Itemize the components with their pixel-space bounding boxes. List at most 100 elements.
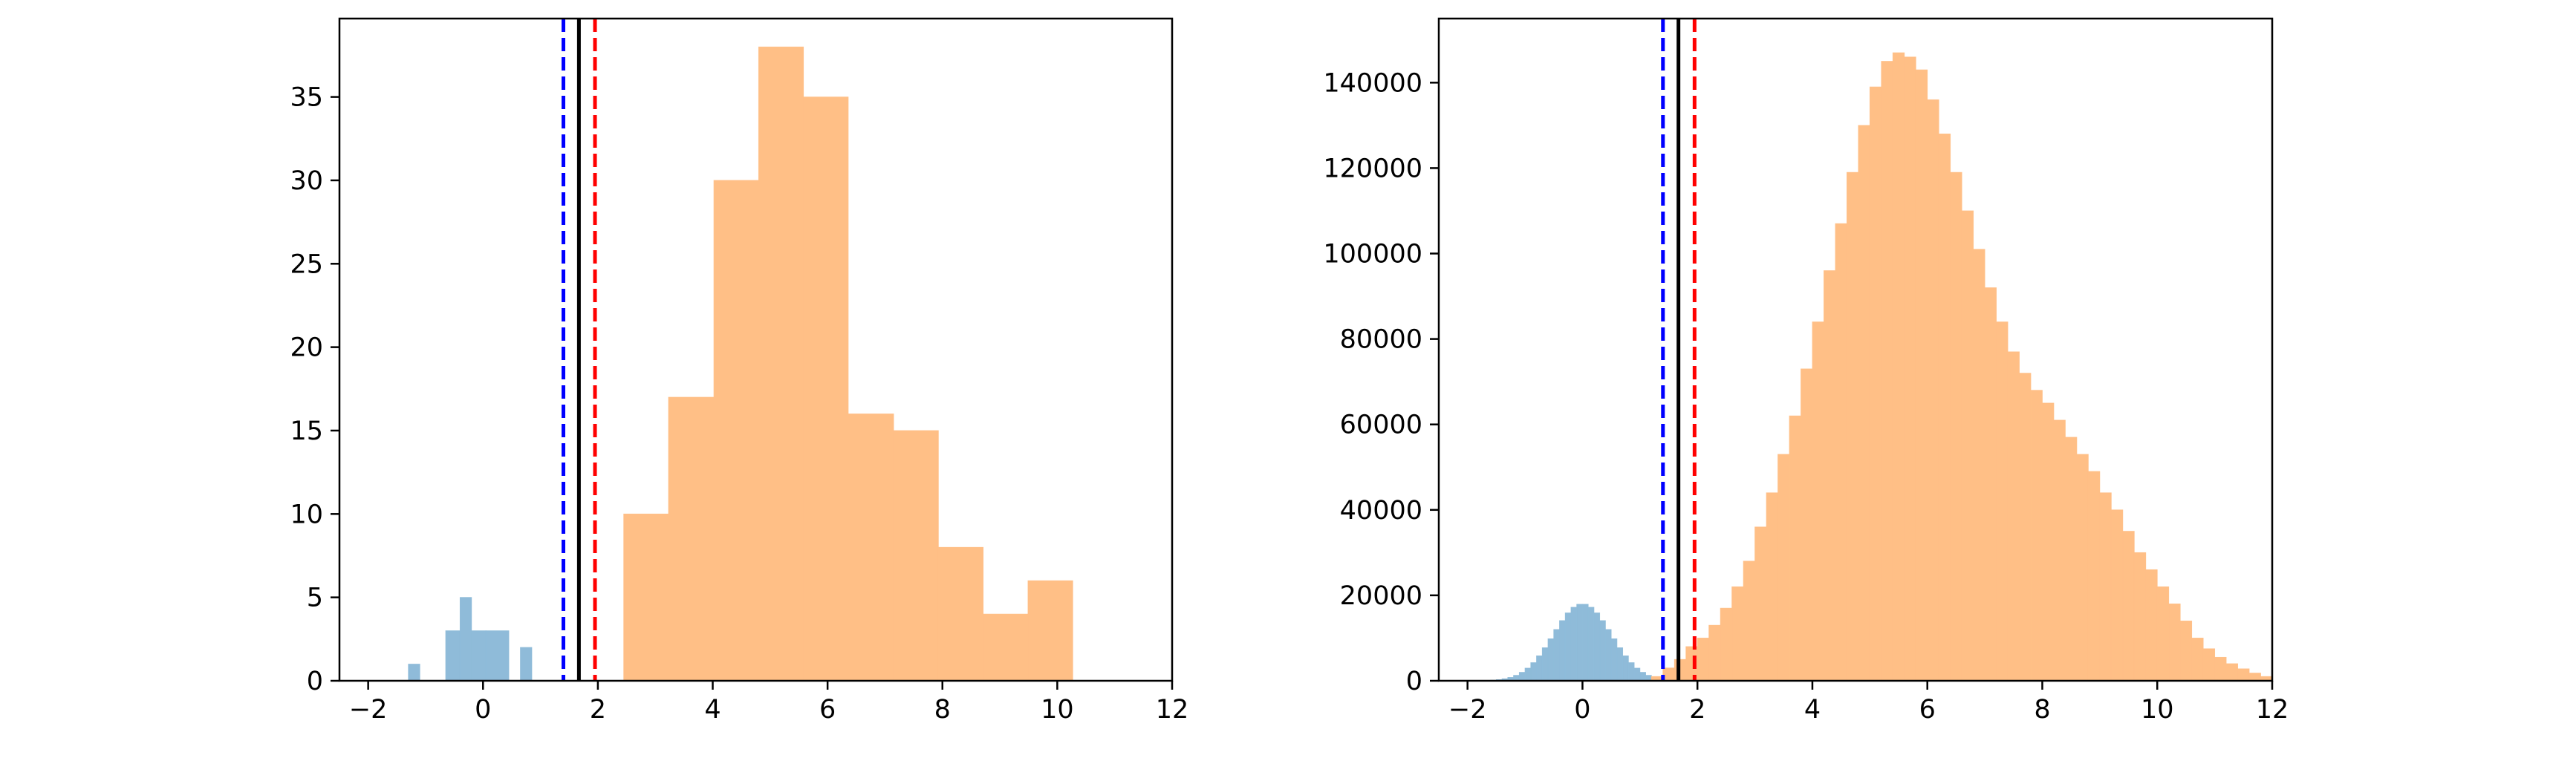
- histogram-bar: [1812, 321, 1824, 682]
- x-tick-label: 4: [1804, 695, 1821, 725]
- histogram-bar: [803, 97, 849, 682]
- histogram-panel-left: −2 0 2 4 6 8 10 12 0 5 10 15 20 25 30 35: [290, 17, 1189, 725]
- histogram-bar: [1743, 561, 1755, 682]
- histogram-bar: [1996, 321, 2009, 682]
- histogram-bar: [2065, 437, 2078, 682]
- y-tick-label: 100000: [1323, 240, 1422, 269]
- y-tick-label: 5: [307, 584, 323, 613]
- x-tick-label: 12: [1156, 695, 1189, 725]
- histogram-bar: [713, 180, 759, 682]
- histogram-bar: [1915, 69, 1928, 682]
- histogram-bar: [520, 647, 533, 682]
- histogram-bar: [1536, 655, 1543, 682]
- histogram-bar: [1518, 672, 1526, 682]
- histogram-bar: [983, 613, 1029, 682]
- histogram-bar: [1604, 629, 1612, 682]
- histogram-bar: [1984, 287, 1997, 682]
- y-tick-label: 0: [1406, 667, 1422, 696]
- y-tick-label: 25: [290, 249, 323, 279]
- histogram-bar: [1789, 415, 1801, 682]
- y-tick-label: 20000: [1340, 581, 1422, 611]
- histogram-bar: [1541, 647, 1549, 682]
- histogram-series-0: [408, 597, 533, 682]
- histogram-bar: [1524, 667, 1532, 682]
- y-tick-label: 140000: [1323, 68, 1422, 98]
- histogram-bar: [1754, 526, 1767, 682]
- y-tick-label: 60000: [1340, 411, 1422, 440]
- y-tick-label: 120000: [1323, 154, 1422, 183]
- histogram-bar: [937, 546, 984, 682]
- axes-frame: [1437, 17, 2274, 682]
- histogram-bar: [1973, 249, 1985, 682]
- histogram-bar: [1720, 607, 1733, 682]
- histogram-bar: [2122, 531, 2135, 682]
- histogram-bar: [1904, 56, 1916, 682]
- histogram-bar: [1708, 624, 1721, 682]
- y-tick-label: 80000: [1340, 325, 1422, 355]
- histogram-bar: [459, 597, 472, 682]
- histogram-bar: [1547, 638, 1555, 682]
- x-tick-label: 6: [819, 695, 836, 725]
- histogram-bar: [2214, 656, 2227, 682]
- x-tick-label: −2: [1448, 695, 1487, 725]
- histogram-bar: [2110, 509, 2124, 682]
- histogram-bar: [1616, 647, 1624, 682]
- histogram-bar: [2248, 673, 2261, 682]
- histogram-bar: [1627, 662, 1635, 682]
- histogram-bar: [1622, 655, 1629, 682]
- y-tick-label: 10: [290, 500, 323, 529]
- histogram-bar: [1858, 125, 1870, 682]
- histogram-bar: [1570, 607, 1578, 682]
- x-tick-label: −2: [349, 695, 388, 725]
- histogram-bar: [2007, 351, 2020, 682]
- histogram-bar: [2168, 604, 2181, 682]
- y-tick-label: 30: [290, 166, 323, 196]
- histogram-bar: [2053, 419, 2066, 682]
- histogram-bar: [1961, 210, 1974, 682]
- histogram-bar: [1587, 607, 1595, 682]
- histogram-bar: [1559, 620, 1566, 682]
- histogram-bar: [408, 664, 420, 682]
- x-tick-label: 8: [2034, 695, 2050, 725]
- histogram-bar: [758, 46, 804, 682]
- x-tick-label: 10: [1041, 695, 1074, 725]
- histogram-bar: [1869, 86, 1882, 682]
- histogram-bar: [445, 630, 461, 682]
- histogram-bar: [1824, 270, 1836, 682]
- histogram-bar: [893, 430, 939, 682]
- histogram-bar: [1881, 61, 1893, 682]
- histogram-bar: [2019, 373, 2032, 682]
- histogram-bar: [1576, 604, 1583, 682]
- histogram-bar: [848, 414, 894, 682]
- axes-frame: [338, 17, 1174, 682]
- x-tick-label: 2: [590, 695, 606, 725]
- histogram-bar: [2133, 552, 2147, 682]
- y-tick-label: 0: [307, 667, 323, 696]
- histogram-bar: [485, 630, 510, 682]
- histogram-bar: [1564, 612, 1572, 682]
- histogram-bar: [1593, 612, 1601, 682]
- histogram-bar: [623, 513, 669, 682]
- histogram-bar: [1027, 580, 1073, 682]
- y-tick-label: 15: [290, 416, 323, 446]
- histogram-bar: [1639, 672, 1646, 682]
- histogram-bar: [2076, 454, 2089, 682]
- histogram-bar: [2237, 668, 2250, 682]
- histogram-bar: [1777, 454, 1790, 682]
- histogram-series-1: [623, 46, 1073, 682]
- histogram-panel-right: −2 0 2 4 6 8 10 12 0 20000 40000 60000 80000 100000 12…: [1323, 17, 2289, 725]
- histogram-bar: [1530, 662, 1537, 682]
- histogram-bar: [1892, 52, 1905, 682]
- histogram-bar: [1599, 620, 1606, 682]
- histogram-bar: [1582, 604, 1589, 682]
- histogram-bar: [1731, 586, 1744, 682]
- histogram-bar: [1927, 99, 1939, 682]
- histogram-bar: [2191, 638, 2204, 682]
- x-tick-label: 4: [704, 695, 721, 725]
- histogram-bar: [2145, 569, 2158, 682]
- y-tick-label: 35: [290, 83, 323, 113]
- histogram-bar: [2030, 390, 2043, 682]
- histogram-bar: [2179, 621, 2193, 682]
- y-tick-label: 40000: [1340, 496, 1422, 526]
